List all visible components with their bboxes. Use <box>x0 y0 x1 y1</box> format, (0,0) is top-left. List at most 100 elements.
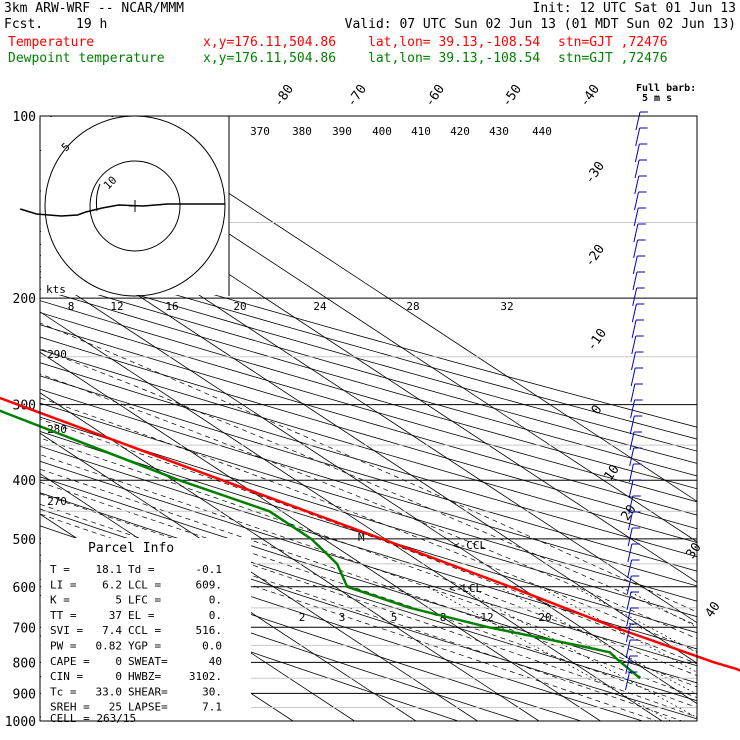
parcel-info-cell: 30. <box>202 685 222 698</box>
temperature-legend: Temperature <box>8 35 95 50</box>
isotherm-line <box>40 116 663 721</box>
parcel-info-title: Parcel Info <box>88 541 174 556</box>
isotherm-label: -70 <box>344 82 370 110</box>
theta-e-label: 370 <box>250 125 270 138</box>
mixing-ratio-label: 3 <box>339 611 346 624</box>
sounding-profiles <box>0 396 740 680</box>
parcel-info-cell: Td = <box>128 563 155 576</box>
wind-barb-staff <box>630 399 636 419</box>
moist-adiabat <box>40 297 697 721</box>
wind-barb-staff <box>627 527 633 547</box>
mixing-ratio-line <box>458 586 697 721</box>
mixing-ratio-label: 8 <box>440 611 447 624</box>
parcel-info-box: Parcel Info T = 18.1 Td = -0.1 LI = 6.2 LCL = 60… <box>41 538 251 725</box>
parcel-info-cell: 609. <box>196 578 223 591</box>
dry-adiabat <box>40 128 697 721</box>
wind-barb-staff <box>634 159 640 179</box>
pressure-label-800: 800 <box>13 656 36 671</box>
parcel-info-cell: 0. <box>209 594 222 607</box>
dry-adiabat <box>40 128 697 721</box>
model-title: 3km ARW-WRF -- NCAR/MMM <box>4 1 185 16</box>
parcel-info-cell: PW = <box>50 640 77 653</box>
wind-barb-staff <box>626 575 632 595</box>
parcel-info-cell: 40 <box>209 655 222 668</box>
wind-barb-staff <box>632 255 638 275</box>
wind-barb-staff <box>632 287 638 307</box>
temp-station: stn=GJT ,72476 <box>558 35 668 50</box>
parcel-info-cell: K = <box>50 594 70 607</box>
dry-adiabat <box>40 128 697 721</box>
dew-xy: x,y=176.11,504.86 <box>203 51 337 66</box>
parcel-info-cell: Tc = <box>50 685 77 698</box>
hodograph-trace <box>19 203 226 217</box>
isotherm-label: -20 <box>582 242 608 270</box>
parcel-info-cell: 5 <box>115 594 122 607</box>
isotherm-label: -50 <box>499 82 525 110</box>
isotherm-label: -60 <box>422 82 448 110</box>
wind-barb-staff <box>631 319 637 339</box>
wind-barb-staff <box>628 495 634 515</box>
wind-barb-staff <box>625 671 630 691</box>
forecast-hour: 19 h <box>76 17 108 32</box>
dew-station: stn=GJT ,72476 <box>558 51 668 66</box>
parcel-info-cell: 516. <box>196 624 223 637</box>
parcel-info-cell: 7.4 <box>102 624 122 637</box>
mixing-ratio-line <box>498 586 697 721</box>
wind-barb-staff <box>631 351 636 371</box>
parcel-info-cell: 0 <box>115 670 122 683</box>
parcel-info-cell: CIN = <box>50 670 83 683</box>
parcel-info-cell: LAPSE= <box>128 701 168 714</box>
isotherm-line <box>40 116 601 721</box>
wind-barb-staff <box>629 431 635 451</box>
wind-barb-staff <box>631 335 637 355</box>
wind-barb-staff <box>630 383 636 403</box>
dry-adiabat <box>40 128 697 721</box>
wind-barb-staff <box>628 479 634 499</box>
barb-legend-line1: Full barb: <box>636 83 697 94</box>
wind-barb-staff <box>635 111 641 131</box>
moist-adiabat <box>40 404 697 721</box>
parcel-info-cell: 7.1 <box>202 701 222 714</box>
pressure-label-600: 600 <box>13 581 36 596</box>
isotherm-line <box>111 116 697 721</box>
dry-adiabat <box>40 128 697 721</box>
wind-barb-staff <box>628 511 633 531</box>
parcel-info-cell: T = <box>50 563 70 576</box>
wind-barb-staff <box>633 223 639 243</box>
forecast-label: Fcst. <box>4 17 44 32</box>
wind-barb-staff <box>635 127 641 147</box>
hodograph-units: kts <box>46 283 66 296</box>
parcel-info-cell: 6.2 <box>102 578 122 591</box>
parcel-info-cell: 33.0 <box>96 685 123 698</box>
plot-outline <box>39 115 698 722</box>
dry-adiabat <box>40 128 697 721</box>
theta-e-label: 440 <box>532 125 552 138</box>
valid-time: Valid: 07 UTC Sun 02 Jun 13 (01 MDT Sun … <box>344 17 736 32</box>
wind-barb-staff <box>627 559 633 579</box>
pressure-label-500: 500 <box>13 533 36 548</box>
theta-e-label: 380 <box>292 125 312 138</box>
dew-latlon: lat,lon= 39.13,-108.54 <box>368 51 541 66</box>
wind-barb-staff <box>634 143 640 163</box>
mixing-ratio-label: 20 <box>538 611 551 624</box>
dry-adiabat <box>40 128 697 721</box>
mixing-ratio-label: 5 <box>391 611 398 624</box>
marker-m: M <box>358 531 365 544</box>
wind-barb-staff <box>634 191 639 211</box>
theta-e-label: 400 <box>372 125 392 138</box>
thetaw-label: 8 <box>68 300 75 313</box>
thetaw-label: 16 <box>165 300 178 313</box>
isotherm-line <box>40 116 417 721</box>
wind-barb-staff <box>630 367 636 387</box>
parcel-info-cell: 25 <box>109 701 122 714</box>
parcel-info-cell: SVI = <box>50 624 83 637</box>
moist-adiabat <box>40 310 697 721</box>
isotherm-label: -30 <box>582 159 608 187</box>
temperature-profile <box>0 396 740 672</box>
theta-e-label: 390 <box>332 125 352 138</box>
parcel-info-cell: 3102. <box>189 670 222 683</box>
dry-adiabat <box>40 128 697 721</box>
parcel-info-cell: LFC = <box>128 594 161 607</box>
dry-adiabat <box>40 128 697 721</box>
moist-adiabat <box>40 297 697 721</box>
